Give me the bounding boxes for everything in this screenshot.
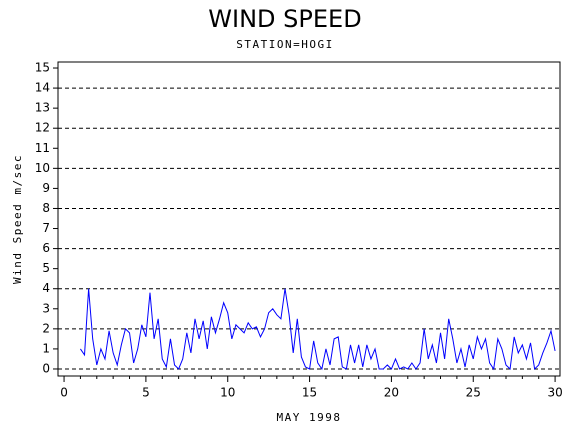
x-tick-label: 10 [220,386,235,400]
x-tick-label: 0 [60,386,68,400]
y-tick-label: 7 [42,221,50,235]
plot-frame [57,61,561,377]
y-tick-label: 12 [35,121,50,135]
y-tick-label: 10 [35,161,50,175]
y-tick-label: 2 [42,321,50,335]
chart-subtitle: STATION=HOGI [236,38,333,51]
y-tick-label: 11 [35,141,50,155]
x-tick-label: 30 [547,386,562,400]
y-tick-label: 6 [42,241,50,255]
x-axis-label: MAY 1998 [277,411,342,424]
y-tick-label: 15 [35,61,50,75]
y-tick-label: 0 [42,361,50,375]
x-tick-label: 20 [384,386,399,400]
y-tick-label: 1 [42,341,50,355]
y-tick-label: 13 [35,101,50,115]
y-tick-label: 3 [42,301,50,315]
y-tick-label: 14 [35,81,50,95]
x-tick-label: 5 [142,386,150,400]
y-tick-label: 8 [42,201,50,215]
y-axis-label: Wind Speed m/sec [11,154,24,284]
y-tick-label: 5 [42,261,50,275]
x-tick-label: 25 [466,386,481,400]
y-tick-label: 4 [42,281,50,295]
y-tick-label: 9 [42,181,50,195]
data-line [80,288,556,371]
chart-title: WIND SPEED [208,5,361,33]
x-tick-label: 15 [302,386,317,400]
